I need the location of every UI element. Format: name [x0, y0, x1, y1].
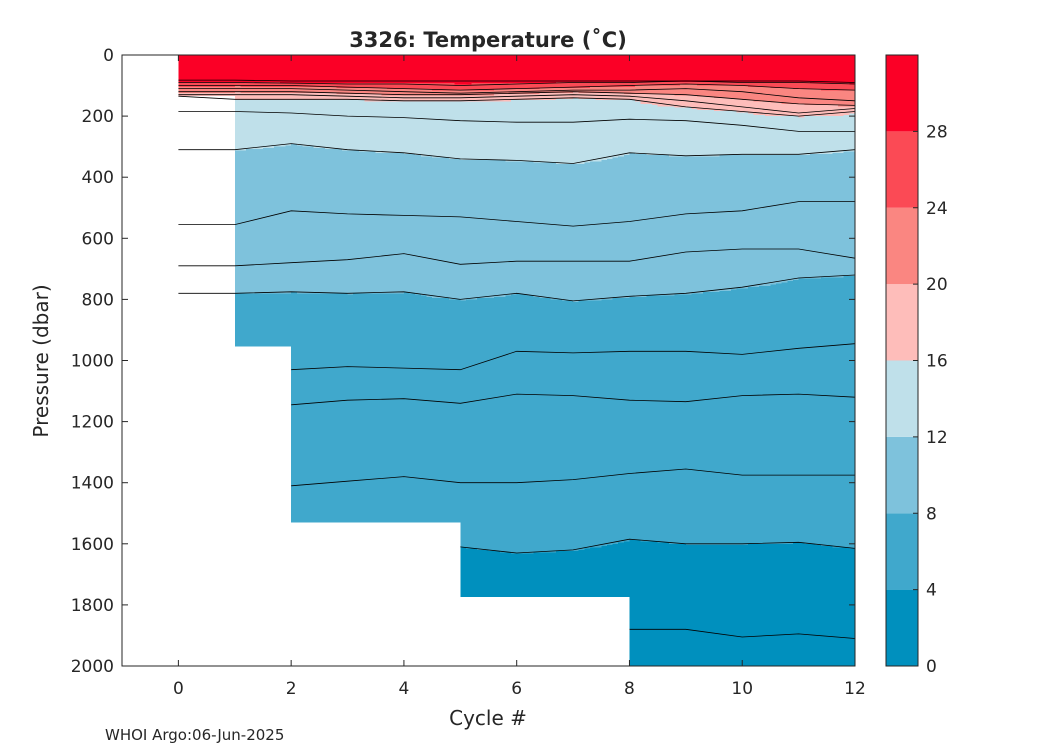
contour-line-9 [178, 248, 855, 267]
contour-line-3 [629, 628, 855, 639]
y-tick-label: 1000 [71, 352, 114, 372]
y-tick-label: 200 [82, 107, 114, 127]
contour-line-30 [178, 79, 855, 83]
contour-line-14 [178, 111, 855, 132]
colorbar-tick-label: 8 [926, 504, 937, 524]
x-tick-label: 2 [286, 679, 297, 699]
contour-line-7 [291, 343, 855, 371]
x-axis-label: Cycle # [449, 706, 527, 730]
y-tick-label: 1200 [71, 413, 114, 433]
contour-line-12 [178, 143, 855, 164]
chart-title: 3326: Temperature (˚C) [349, 28, 627, 52]
y-tick-label: 600 [82, 229, 114, 249]
colorbar-tick-label: 28 [926, 122, 948, 142]
colorbar-tick-label: 16 [926, 352, 948, 372]
contour-line-22 [178, 88, 855, 102]
colorbar-tick-label: 24 [926, 199, 948, 219]
contour-line-6 [291, 393, 855, 406]
colorbar-tick-label: 0 [926, 657, 937, 677]
contour-line-20 [178, 91, 855, 106]
y-axis-label: Pressure (dbar) [29, 284, 53, 437]
x-tick-label: 8 [624, 679, 635, 699]
contour-line-16 [178, 95, 855, 117]
y-axis: 0 200 400 600 800 1000 1200 1400 1600 1800 2000 [71, 46, 855, 677]
colorbar-tick-label: 12 [926, 428, 948, 448]
y-tick-label: 1400 [71, 474, 114, 494]
contour-line-4 [460, 538, 855, 554]
contour-line-18 [178, 94, 855, 114]
contour-line-5 [291, 468, 855, 487]
colorbar-band [886, 284, 918, 361]
contour-line-26 [178, 80, 855, 86]
x-tick-label: 6 [511, 679, 522, 699]
colorbar: 0 4 8 12 16 20 24 28 [885, 54, 948, 677]
colorbar-band [886, 589, 918, 666]
y-tick-label: 1800 [71, 596, 114, 616]
colorbar-tick-label: 20 [926, 275, 948, 295]
x-tick-label: 4 [399, 679, 410, 699]
contour-line-8 [178, 274, 855, 302]
colorbar-tick-label: 4 [926, 581, 937, 601]
colorbar-band [886, 436, 918, 514]
colorbar-band [886, 360, 918, 437]
colorbar-band [886, 55, 918, 132]
y-tick-label: 800 [82, 290, 114, 310]
contour-line-24 [178, 83, 855, 91]
colorbar-band [886, 207, 918, 285]
temperature-field [178, 55, 855, 666]
colorbar-band [886, 513, 918, 590]
x-tick-label: 0 [173, 679, 184, 699]
y-tick-label: 1600 [71, 535, 114, 555]
colorbar-band [886, 131, 918, 208]
y-tick-label: 0 [103, 46, 114, 66]
x-tick-label: 10 [731, 679, 753, 699]
x-tick-label: 12 [844, 679, 866, 699]
plot-area [178, 55, 855, 666]
footer-credit: WHOI Argo:06-Jun-2025 [105, 726, 284, 744]
contour-lines [178, 79, 855, 639]
y-tick-label: 2000 [71, 657, 114, 677]
contour-line-10 [178, 201, 855, 227]
x-axis: 0 2 4 6 8 10 12 [173, 55, 866, 699]
y-tick-label: 400 [82, 168, 114, 188]
